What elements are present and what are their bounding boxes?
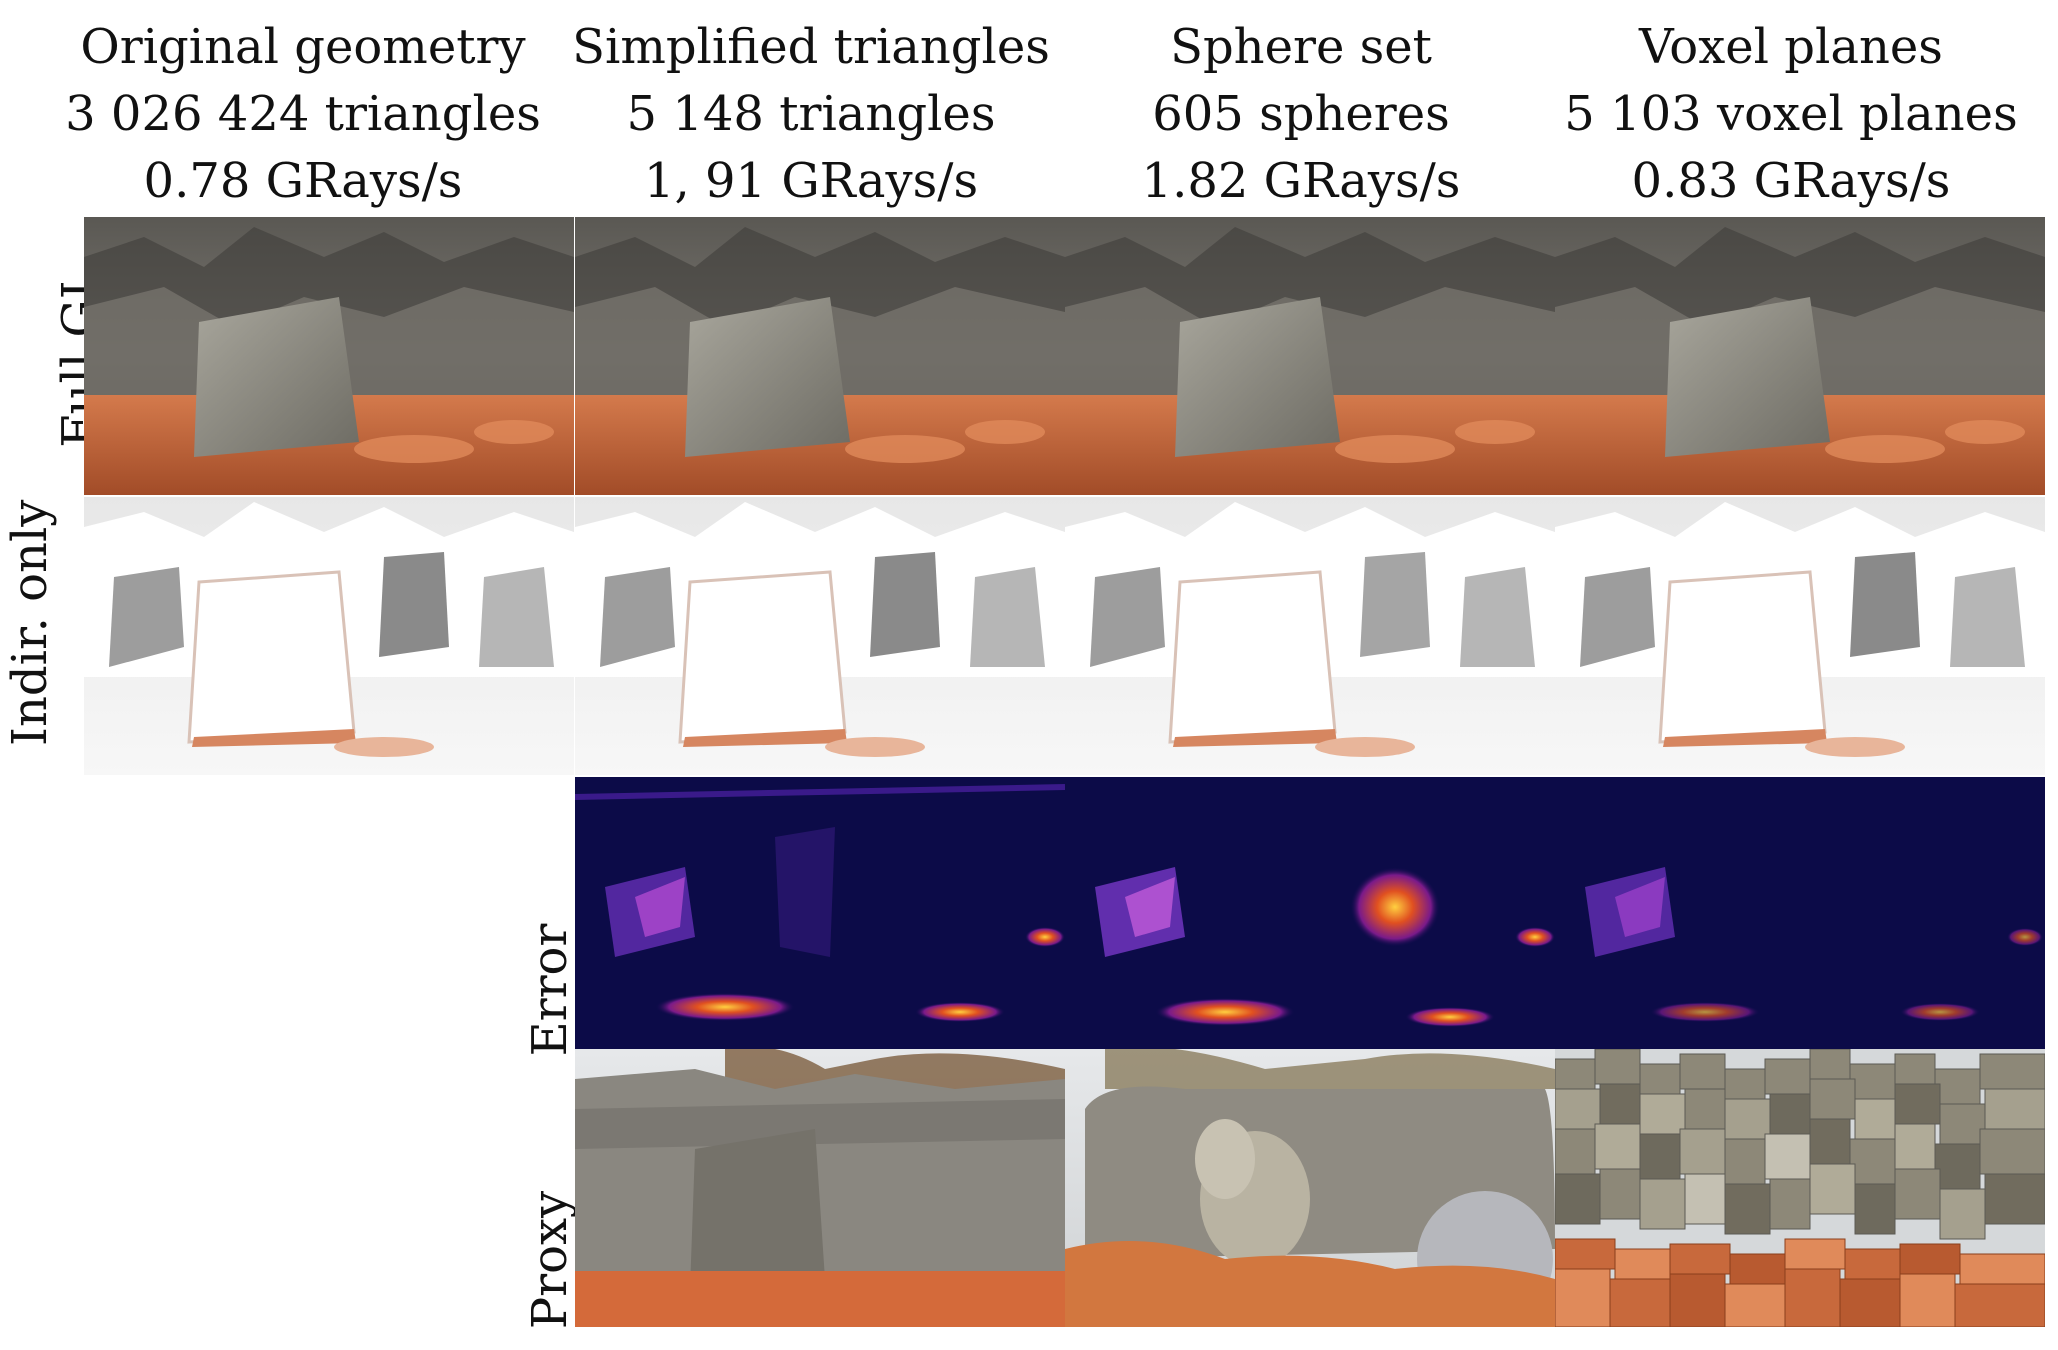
full-gi-simplified-image — [575, 217, 1065, 495]
column-header-simplified: Simplified triangles 5 148 triangles 1, … — [565, 14, 1057, 215]
column-title: Voxel planes — [1639, 19, 1943, 75]
error-simplified-image — [575, 777, 1065, 1055]
column-title: Original geometry — [80, 19, 526, 75]
column-rate: 1.82 GRays/s — [1141, 153, 1461, 209]
proxy-sphere-set-image — [1065, 1049, 1555, 1327]
full-gi-sphere-set-image — [1065, 217, 1555, 495]
indirect-voxel-planes-image — [1555, 497, 2045, 775]
indirect-original-image — [84, 497, 574, 775]
column-title: Sphere set — [1170, 19, 1432, 75]
proxy-simplified-image — [575, 1049, 1065, 1327]
column-title: Simplified triangles — [572, 19, 1050, 75]
column-count: 5 148 triangles — [626, 86, 996, 142]
row-label-error: Error — [522, 923, 578, 1057]
column-header-original: Original geometry 3 026 424 triangles 0.… — [57, 14, 549, 215]
proxy-voxel-planes-image — [1555, 1049, 2045, 1327]
column-count: 3 026 424 triangles — [65, 86, 541, 142]
column-rate: 1, 91 GRays/s — [643, 153, 979, 209]
column-rate: 0.78 GRays/s — [143, 153, 463, 209]
column-rate: 0.83 GRays/s — [1631, 153, 1951, 209]
error-sphere-set-image — [1065, 777, 1555, 1055]
indirect-sphere-set-image — [1065, 497, 1555, 775]
column-header-sphere-set: Sphere set 605 spheres 1.82 GRays/s — [1055, 14, 1547, 215]
full-gi-voxel-planes-image — [1555, 217, 2045, 495]
column-count: 5 103 voxel planes — [1564, 86, 2018, 142]
full-gi-original-image — [84, 217, 574, 495]
row-label-proxy: Proxy — [522, 1190, 578, 1330]
column-header-voxel-planes: Voxel planes 5 103 voxel planes 0.83 GRa… — [1545, 14, 2037, 215]
error-voxel-planes-image — [1555, 777, 2045, 1055]
row-label-indirect-only: Indir. only — [2, 499, 58, 746]
column-count: 605 spheres — [1152, 86, 1450, 142]
indirect-simplified-image — [575, 497, 1065, 775]
